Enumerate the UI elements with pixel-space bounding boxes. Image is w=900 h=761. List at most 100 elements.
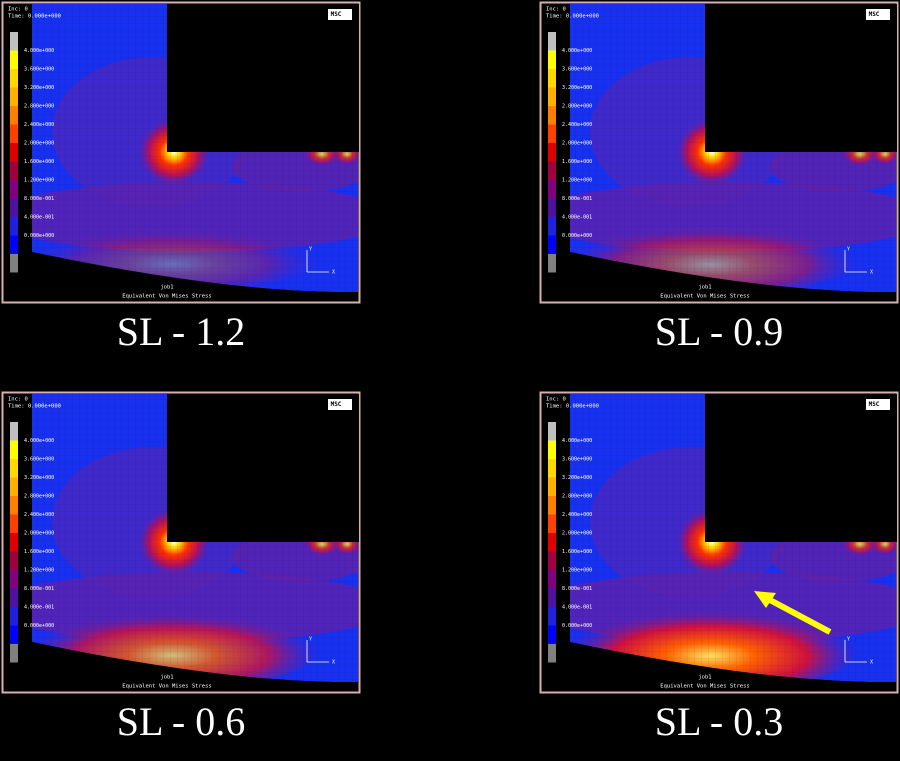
legend-label: 3.600e+000 — [562, 457, 592, 463]
legend-label: 0.000e+000 — [562, 233, 592, 239]
legend-label: 3.200e+000 — [562, 475, 592, 481]
axis-label: X — [870, 270, 873, 276]
legend-swatch — [10, 625, 18, 644]
legend-swatch — [10, 32, 18, 51]
legend-label: 2.800e+000 — [24, 104, 54, 110]
legend-swatch — [10, 161, 18, 180]
legend-label: 2.000e+000 — [24, 531, 54, 537]
legend-swatch — [548, 422, 556, 441]
legend-label: 2.400e+000 — [562, 512, 592, 518]
legend-label: 4.000e-001 — [24, 215, 54, 221]
legend-label: 1.200e+000 — [24, 568, 54, 574]
legend-swatch — [548, 161, 556, 180]
result-label: Equivalent Von Mises Stress — [660, 684, 749, 690]
logo-box — [866, 9, 890, 20]
legend-swatch — [10, 644, 18, 663]
legend-swatch — [548, 69, 556, 88]
legend-swatch — [548, 235, 556, 254]
logo-box — [328, 399, 352, 410]
legend-swatch — [10, 533, 18, 552]
legend-swatch — [10, 254, 18, 273]
caption: SL - 0.3 — [655, 699, 784, 744]
legend-label: 2.000e+000 — [562, 531, 592, 537]
legend-swatch — [548, 198, 556, 217]
time-label: Time: 0.000e+000 — [546, 14, 599, 20]
legend-label: 3.200e+000 — [24, 475, 54, 481]
legend-label: 2.800e+000 — [24, 494, 54, 500]
legend-label: 2.800e+000 — [562, 494, 592, 500]
legend-swatch — [548, 607, 556, 626]
legend-swatch — [548, 180, 556, 199]
logo: MSC — [869, 401, 880, 408]
legend-label: 4.000e+000 — [562, 438, 592, 444]
legend-swatch — [10, 106, 18, 125]
legend-swatch — [548, 459, 556, 478]
legend-swatch — [548, 50, 556, 69]
legend-label: 0.000e+000 — [562, 623, 592, 629]
legend-swatch — [10, 422, 18, 441]
die — [705, 4, 897, 152]
legend-swatch — [10, 496, 18, 515]
axis-label: Y — [847, 637, 850, 643]
arrow-head — [754, 591, 776, 608]
axis-label: Y — [309, 247, 312, 253]
legend-label: 3.200e+000 — [24, 85, 54, 91]
legend-label: 2.400e+000 — [24, 122, 54, 128]
legend-label: 1.600e+000 — [562, 549, 592, 555]
axis-label: Y — [847, 247, 850, 253]
legend-label: 3.600e+000 — [24, 457, 54, 463]
legend-swatch — [10, 607, 18, 626]
panel: 4.000e+000 3.600e+000 3.200e+000 2.800e+000… — [1, 1, 361, 304]
legend-swatch — [10, 217, 18, 236]
axis-triad — [306, 640, 329, 663]
legend-label: 2.400e+000 — [562, 122, 592, 128]
legend-swatch — [10, 87, 18, 106]
axis-triad — [306, 250, 329, 273]
legend-swatch — [548, 570, 556, 589]
legend-swatch — [548, 217, 556, 236]
inc-label: Inc: 0 — [546, 7, 566, 13]
legend-label: 4.000e-001 — [562, 215, 592, 221]
legend-swatch — [10, 459, 18, 478]
legend-label: 4.000e-001 — [24, 605, 54, 611]
legend-swatch — [548, 533, 556, 552]
legend-swatch — [10, 477, 18, 496]
legend-label: 1.200e+000 — [24, 178, 54, 184]
time-label: Time: 0.000e+000 — [8, 14, 61, 20]
legend-swatch — [10, 50, 18, 69]
result-label: Equivalent Von Mises Stress — [660, 294, 749, 300]
legend-label: 1.200e+000 — [562, 568, 592, 574]
axis-label: X — [870, 660, 873, 666]
legend-swatch — [10, 514, 18, 533]
legend-swatch — [548, 106, 556, 125]
legend-swatch — [548, 254, 556, 273]
legend-swatch — [548, 32, 556, 51]
legend-label: 8.000e-001 — [562, 196, 592, 202]
legend-label: 2.000e+000 — [562, 141, 592, 147]
job-label: job1 — [160, 285, 173, 291]
die — [167, 4, 359, 152]
legend-label: 4.000e-001 — [562, 605, 592, 611]
legend-label: 0.000e+000 — [24, 233, 54, 239]
legend-swatch — [548, 87, 556, 106]
legend-label: 4.000e+000 — [24, 438, 54, 444]
job-label: job1 — [698, 285, 711, 291]
legend-swatch — [548, 551, 556, 570]
legend-swatch — [548, 477, 556, 496]
die — [705, 394, 897, 542]
legend-label: 1.600e+000 — [24, 549, 54, 555]
legend-label: 1.600e+000 — [24, 159, 54, 165]
axis-label: Y — [309, 637, 312, 643]
legend-swatch — [10, 235, 18, 254]
legend-swatch — [10, 570, 18, 589]
time-label: Time: 0.000e+000 — [546, 404, 599, 410]
legend-label: 3.600e+000 — [24, 67, 54, 73]
result-label: Equivalent Von Mises Stress — [122, 684, 211, 690]
legend-swatch — [548, 644, 556, 663]
time-label: Time: 0.000e+000 — [8, 404, 61, 410]
die — [167, 394, 359, 542]
result-label: Equivalent Von Mises Stress — [122, 294, 211, 300]
logo-box — [328, 9, 352, 20]
caption: SL - 1.2 — [117, 309, 246, 354]
